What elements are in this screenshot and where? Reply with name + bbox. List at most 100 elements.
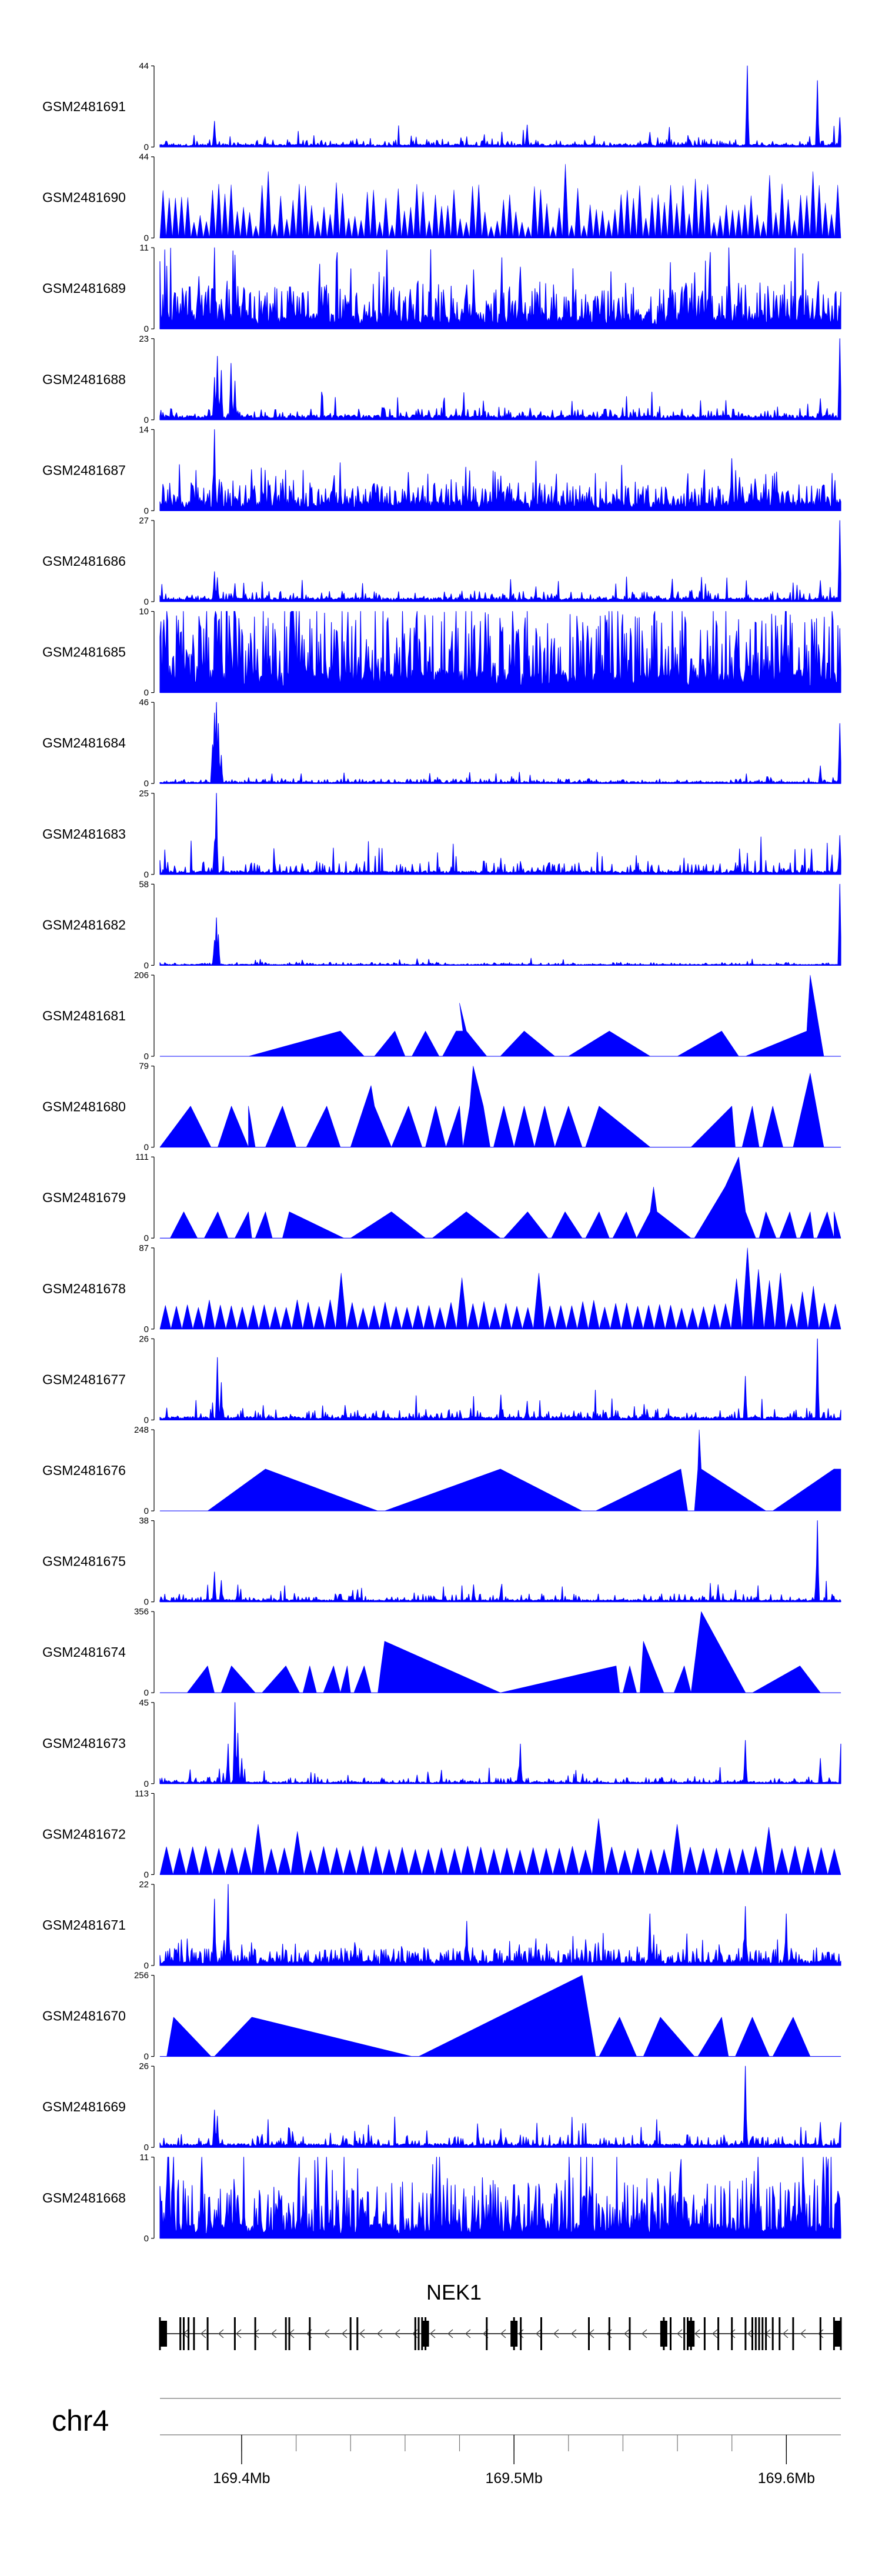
track-label: GSM2481671	[42, 1917, 126, 1933]
y-max-label: 87	[139, 1243, 149, 1253]
y-min-label: 0	[144, 415, 149, 425]
x-tick-label: 169.5Mb	[486, 2470, 543, 2487]
utr-block	[834, 2321, 841, 2347]
y-max-label: 248	[134, 1425, 149, 1435]
exon-mark	[731, 2317, 733, 2350]
y-min-label: 0	[144, 1324, 149, 1334]
strand-arrow	[730, 2329, 736, 2338]
utr-block	[687, 2321, 695, 2347]
y-min-label: 0	[144, 870, 149, 880]
exon-mark	[758, 2317, 760, 2350]
track-label: GSM2481679	[42, 1190, 126, 1205]
y-max-label: 58	[139, 879, 149, 889]
exon-mark	[754, 2317, 757, 2350]
exon-mark	[233, 2317, 236, 2350]
strand-arrow	[783, 2329, 789, 2338]
strand-arrow	[500, 2329, 506, 2338]
track-label: GSM2481690	[42, 190, 126, 205]
signal-area	[159, 1975, 841, 2057]
signal-area	[159, 793, 841, 875]
exon-mark	[717, 2317, 720, 2350]
track-label: GSM2481687	[42, 462, 126, 478]
exon-mark	[771, 2317, 774, 2350]
exon-mark	[588, 2317, 590, 2350]
y-min-label: 0	[144, 142, 149, 152]
signal-area	[159, 883, 841, 966]
x-tick-label: 169.4Mb	[213, 2470, 270, 2487]
track-label: GSM2481680	[42, 1099, 126, 1115]
exon-mark	[608, 2317, 610, 2350]
signal-area	[159, 1156, 841, 1239]
track-label: GSM2481682	[42, 917, 126, 932]
track-label: GSM2481684	[42, 735, 126, 750]
y-min-label: 0	[144, 1961, 149, 1971]
y-max-label: 11	[139, 2153, 149, 2163]
track-label: GSM2481669	[42, 2099, 126, 2114]
signal-area	[159, 1702, 841, 1784]
strand-arrow	[553, 2329, 559, 2338]
signal-area	[159, 1338, 841, 1420]
exon-mark	[288, 2317, 290, 2350]
y-max-label: 38	[139, 1516, 149, 1526]
signal-area	[159, 702, 841, 784]
track-label: GSM2481681	[42, 1008, 126, 1023]
y-min-label: 0	[144, 1415, 149, 1425]
exon-mark	[683, 2317, 686, 2350]
strand-arrow	[694, 2329, 700, 2338]
track-label: GSM2481688	[42, 372, 126, 387]
y-max-label: 113	[135, 1788, 149, 1798]
track-label: GSM2481683	[42, 826, 126, 842]
y-min-label: 0	[144, 1779, 149, 1789]
signal-area	[159, 1884, 841, 1966]
y-max-label: 23	[139, 334, 149, 344]
y-min-label: 0	[144, 506, 149, 516]
strand-arrow	[571, 2329, 577, 2338]
exon-mark	[309, 2317, 311, 2350]
utr-block	[510, 2321, 518, 2347]
utr-block	[660, 2321, 667, 2347]
y-min-label: 0	[144, 2052, 149, 2062]
strand-arrow	[747, 2329, 753, 2338]
strand-arrow	[677, 2329, 683, 2338]
exon-mark	[540, 2317, 542, 2350]
strand-arrow	[271, 2329, 277, 2338]
y-min-label: 0	[144, 1597, 149, 1607]
track-label: GSM2481677	[42, 1372, 126, 1387]
strand-arrow	[430, 2329, 436, 2338]
y-max-label: 25	[139, 789, 149, 799]
exon-mark	[792, 2317, 794, 2350]
exon-mark	[188, 2317, 190, 2350]
y-max-label: 11	[139, 243, 149, 253]
x-tick-label: 169.6Mb	[758, 2470, 815, 2487]
signal-area	[159, 65, 841, 148]
exon-mark	[179, 2317, 182, 2350]
strand-arrow	[253, 2329, 259, 2338]
strand-arrow	[624, 2329, 630, 2338]
signal-area	[159, 1429, 841, 1511]
y-max-label: 79	[139, 1062, 149, 1072]
y-max-label: 44	[139, 152, 149, 162]
exon-mark	[703, 2317, 706, 2350]
y-max-label: 206	[134, 970, 149, 980]
strand-arrow	[218, 2329, 224, 2338]
y-min-label: 0	[144, 1233, 149, 1243]
signal-area	[159, 163, 841, 238]
strand-arrow	[236, 2329, 242, 2338]
y-max-label: 22	[139, 1880, 149, 1890]
y-min-label: 0	[144, 233, 149, 243]
exon-mark	[254, 2317, 256, 2350]
y-max-label: 27	[139, 516, 149, 526]
y-min-label: 0	[144, 1506, 149, 1516]
track-label: GSM2481675	[42, 1554, 126, 1569]
y-max-label: 44	[139, 61, 149, 71]
track-label: GSM2481691	[42, 99, 126, 114]
y-min-label: 0	[144, 324, 149, 334]
y-min-label: 0	[144, 1688, 149, 1698]
strand-arrow	[642, 2329, 647, 2338]
y-min-label: 0	[144, 597, 149, 607]
gene-name: NEK1	[426, 2280, 482, 2304]
signal-area	[159, 1818, 841, 1875]
signal-area	[159, 2066, 841, 2148]
y-min-label: 0	[144, 2143, 149, 2153]
